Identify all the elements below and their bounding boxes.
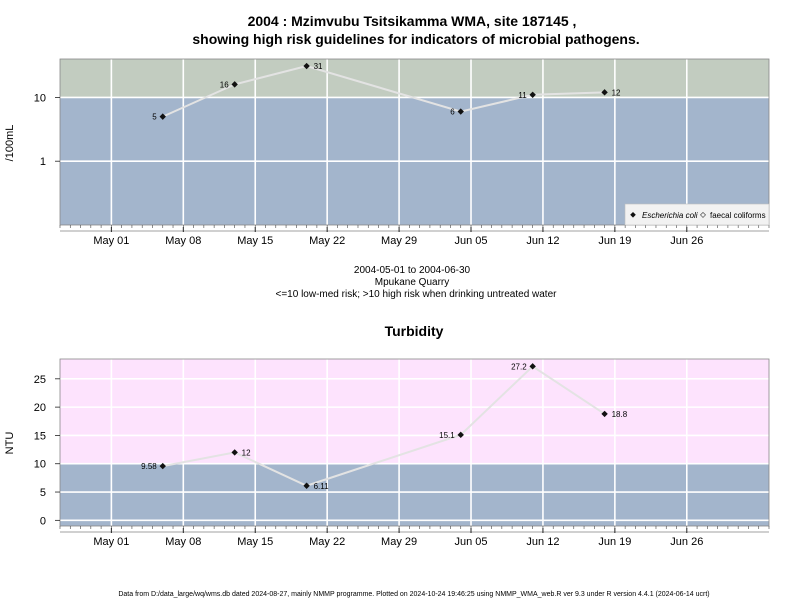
- microbial-chart: 2004 : Mzimvubu Tsitsikamma WMA, site 18…: [4, 13, 770, 300]
- x-tick-label: May 15: [237, 536, 273, 548]
- data-point: [529, 91, 536, 98]
- x-tick-label: Jun 26: [670, 536, 703, 548]
- data-point: [303, 482, 310, 489]
- data-label: 15.1: [439, 431, 455, 440]
- chart-subtitle: showing high risk guidelines for indicat…: [192, 31, 639, 47]
- x-tick-label: Jun 05: [454, 235, 487, 247]
- y-tick-label: 1: [40, 156, 46, 168]
- data-label: 31: [314, 62, 323, 71]
- y-tick-label: 20: [34, 402, 46, 414]
- data-point: [159, 462, 166, 470]
- data-label: 12: [242, 448, 251, 457]
- legend-marker-faecal: [700, 211, 706, 218]
- data-point: [231, 449, 238, 456]
- chart-title: Turbidity: [385, 323, 444, 339]
- low-risk-zone: [60, 463, 769, 526]
- y-tick-label: 10: [34, 92, 46, 104]
- data-point: [601, 89, 608, 96]
- plot-area: May 01 May 08 May 15 May 22 May 29 Jun 05 Jun …: [34, 358, 770, 548]
- data-label: 6: [450, 108, 455, 117]
- data-point: [529, 363, 536, 370]
- data-point: [457, 108, 464, 115]
- x-tick-label: May 22: [309, 235, 345, 247]
- x-tick-label: Jun 19: [598, 536, 631, 548]
- data-point: [303, 62, 310, 70]
- y-tick-label: 5: [40, 487, 46, 499]
- x-tick-label: Jun 26: [670, 235, 703, 247]
- x-tick-label: Jun 12: [526, 235, 559, 247]
- x-tick-label: May 22: [309, 536, 345, 548]
- x-tick-label: May 01: [93, 235, 129, 247]
- x-tick-label: May 15: [237, 235, 273, 247]
- chart-title: 2004 : Mzimvubu Tsitsikamma WMA, site 18…: [248, 13, 577, 29]
- data-label: 12: [612, 88, 621, 97]
- data-point: [457, 431, 464, 439]
- x-tick-label: May 08: [165, 536, 201, 548]
- legend-label-faecal: faecal coliforms: [710, 211, 766, 220]
- x-tick-label: Jun 12: [526, 536, 559, 548]
- legend-label-ecoli: Escherichia coli: [642, 211, 698, 220]
- data-label: 6.11: [314, 482, 330, 491]
- x-tick-label: May 29: [381, 536, 417, 548]
- data-label: 18.8: [612, 410, 628, 419]
- caption-date-range: 2004-05-01 to 2004-06-30: [354, 265, 471, 276]
- x-tick-label: Jun 19: [598, 235, 631, 247]
- data-point: [601, 410, 608, 418]
- y-axis-label: /100mL: [4, 125, 16, 162]
- footer-note: Data from D:/data_large/wq/wms.db dated …: [118, 591, 709, 598]
- series-line: [162, 365, 606, 487]
- caption-risk-note: <=10 low-med risk; >10 high risk when dr…: [276, 289, 558, 300]
- legend-marker-ecoli: [630, 212, 636, 218]
- x-tick-label: Jun 05: [454, 536, 487, 548]
- data-point: [159, 113, 166, 120]
- caption-site-name: Mpukane Quarry: [375, 277, 449, 288]
- x-tick-label: May 01: [93, 536, 129, 548]
- data-label: 5: [152, 113, 157, 122]
- y-axis-label: NTU: [4, 432, 16, 455]
- plot-frame: [59, 58, 770, 226]
- plot-frame: [59, 358, 770, 527]
- data-label: 9.58: [141, 462, 157, 471]
- turbidity-chart: Turbidity NTU May 01 May 08 May 15 May 22 Ma…: [4, 323, 770, 548]
- legend: Escherichia coli faecal coliforms: [624, 203, 770, 226]
- series-line: [162, 65, 605, 118]
- x-tick-label: May 08: [165, 235, 201, 247]
- data-label: 11: [518, 91, 527, 100]
- legend-box: [624, 203, 770, 226]
- y-tick-label: 15: [34, 430, 46, 442]
- high-risk-zone: [60, 359, 769, 464]
- y-tick-label: 25: [34, 374, 46, 386]
- data-label: 27.2: [511, 362, 527, 371]
- x-tick-label: May 29: [381, 235, 417, 247]
- y-tick-label: 10: [34, 459, 46, 471]
- high-risk-zone: [60, 59, 769, 98]
- data-label: 16: [220, 80, 229, 89]
- y-tick-label: 0: [40, 515, 46, 527]
- data-point: [231, 81, 238, 88]
